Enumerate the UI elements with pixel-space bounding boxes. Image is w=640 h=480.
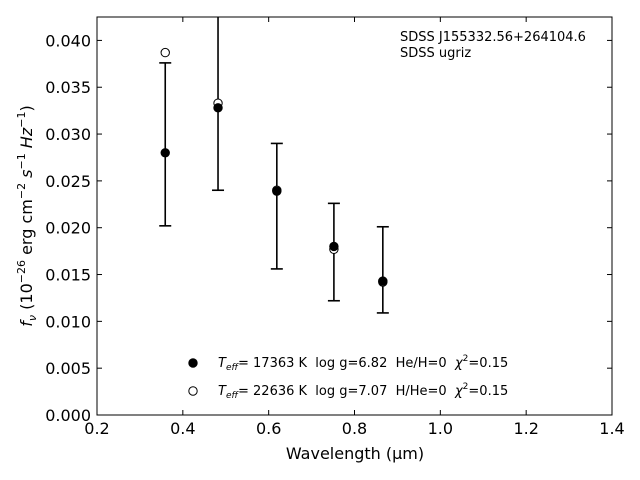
y-tick-label: 0.040 (45, 31, 91, 50)
x-tick-label: 1.4 (599, 419, 624, 438)
data-points (160, 47, 388, 287)
legend-marker-filled (188, 358, 198, 368)
y-tick-label: 0.010 (45, 312, 91, 331)
x-tick-label: 0.4 (170, 419, 195, 438)
legend-marker-open (188, 386, 198, 396)
observed-point (330, 243, 338, 250)
y-tick-label: 0.005 (45, 359, 91, 378)
y-tick-label: 0.015 (45, 266, 91, 285)
y-tick-label: 0.030 (45, 125, 91, 144)
observed-point (379, 278, 387, 286)
observed-point (273, 187, 281, 194)
legend-label-open: Teff= 22636 K log g=7.07 H/He=0 χ2=0.15 (218, 382, 508, 401)
observed-point (162, 149, 169, 156)
x-axis-label: Wavelength (μm) (286, 444, 424, 463)
y-axis-label: fν (10−26 erg cm−2 s−1 Hz−1) (15, 105, 39, 326)
legend: Teff= 17363 K log g=6.82 He/H=0 χ2=0.15 … (188, 354, 508, 401)
annotation-survey: SDSS ugriz (400, 46, 471, 61)
x-tick-label: 0.8 (342, 419, 367, 438)
y-tick-labels: 0.000 0.005 0.010 0.015 0.020 0.025 0.030 0.035… (45, 31, 91, 425)
x-tick-label: 0.2 (84, 419, 109, 438)
y-tick-label: 0.035 (45, 78, 91, 97)
observed-point (214, 104, 222, 112)
x-tick-labels: 0.2 0.4 0.6 0.8 1.0 1.2 1.4 (84, 419, 624, 438)
x-tick-label: 1.2 (513, 419, 538, 438)
x-tick-label: 0.6 (256, 419, 281, 438)
x-tick-label: 1.0 (428, 419, 453, 438)
plot-frame (96, 16, 613, 416)
annotation-object-name: SDSS J155332.56+264104.6 (400, 30, 586, 45)
legend-label-filled: Teff= 17363 K log g=6.82 He/H=0 χ2=0.15 (218, 354, 508, 373)
y-tick-label: 0.000 (45, 406, 91, 425)
error-bars (159, 17, 389, 314)
model-point-open (160, 47, 170, 58)
y-tick-label: 0.025 (45, 172, 91, 191)
y-tick-label: 0.020 (45, 219, 91, 238)
